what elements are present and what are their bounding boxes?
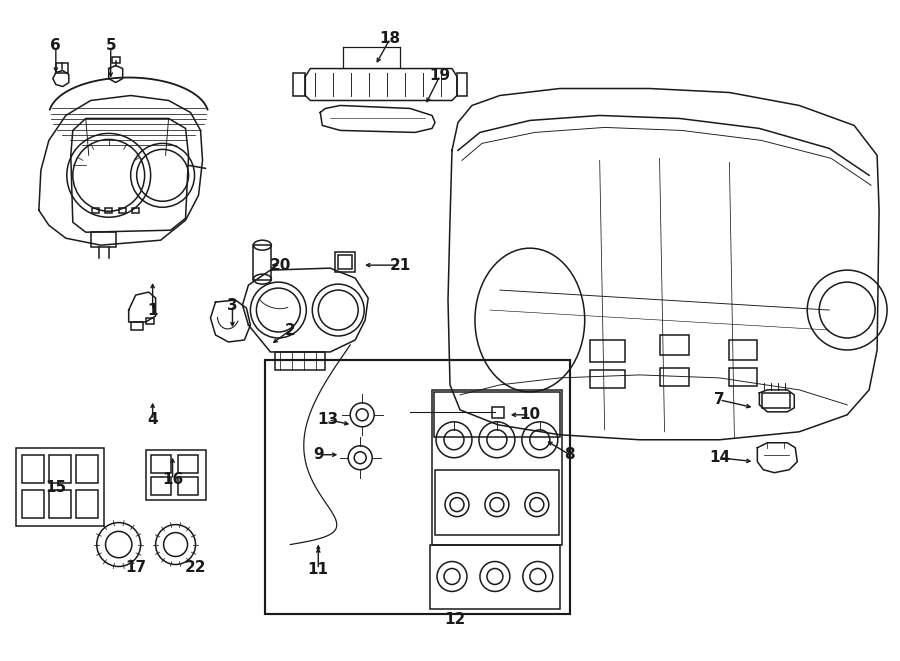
- Text: 3: 3: [227, 297, 238, 313]
- Bar: [434, 392, 560, 437]
- Bar: [266, 360, 570, 615]
- Bar: [275, 352, 325, 370]
- Text: 15: 15: [45, 480, 67, 495]
- Bar: [660, 335, 689, 355]
- Bar: [76, 490, 98, 518]
- Bar: [104, 208, 112, 214]
- Bar: [590, 370, 625, 388]
- Text: 19: 19: [429, 68, 451, 83]
- Text: 21: 21: [390, 258, 410, 272]
- Bar: [56, 63, 68, 73]
- Bar: [131, 208, 139, 214]
- Text: 10: 10: [519, 407, 540, 422]
- Text: 8: 8: [564, 447, 575, 462]
- Bar: [91, 232, 116, 247]
- Text: 1: 1: [148, 303, 157, 317]
- Bar: [177, 477, 197, 494]
- Bar: [16, 447, 104, 525]
- Bar: [430, 545, 560, 609]
- Bar: [146, 449, 205, 500]
- Bar: [435, 470, 559, 535]
- Bar: [119, 208, 126, 214]
- Bar: [150, 477, 171, 494]
- Bar: [729, 340, 758, 360]
- Text: 14: 14: [709, 450, 730, 465]
- Text: 6: 6: [50, 38, 61, 53]
- Bar: [146, 318, 154, 324]
- Bar: [92, 208, 99, 214]
- Text: 13: 13: [318, 412, 338, 427]
- Text: 18: 18: [380, 31, 400, 46]
- Bar: [22, 455, 44, 483]
- Bar: [335, 252, 356, 272]
- Bar: [76, 455, 98, 483]
- Bar: [492, 407, 504, 418]
- Text: 11: 11: [308, 562, 328, 577]
- Text: 2: 2: [285, 323, 296, 338]
- Text: 7: 7: [714, 393, 724, 407]
- Bar: [22, 490, 44, 518]
- Text: 5: 5: [105, 38, 116, 53]
- Bar: [130, 322, 142, 330]
- Text: 12: 12: [445, 612, 465, 627]
- Bar: [177, 455, 197, 473]
- Bar: [254, 245, 272, 280]
- Text: 9: 9: [313, 447, 324, 462]
- Bar: [660, 368, 689, 386]
- Bar: [49, 490, 71, 518]
- Bar: [293, 73, 305, 97]
- Bar: [590, 340, 625, 362]
- Text: 16: 16: [162, 472, 184, 487]
- Bar: [150, 455, 171, 473]
- Bar: [338, 255, 352, 269]
- Text: 17: 17: [125, 560, 146, 575]
- Bar: [432, 390, 562, 545]
- Text: 20: 20: [270, 258, 291, 272]
- Bar: [457, 73, 467, 97]
- Text: 4: 4: [148, 412, 157, 427]
- Bar: [112, 57, 120, 63]
- Bar: [49, 455, 71, 483]
- Text: 22: 22: [184, 560, 206, 575]
- Bar: [729, 368, 758, 386]
- Bar: [762, 393, 790, 408]
